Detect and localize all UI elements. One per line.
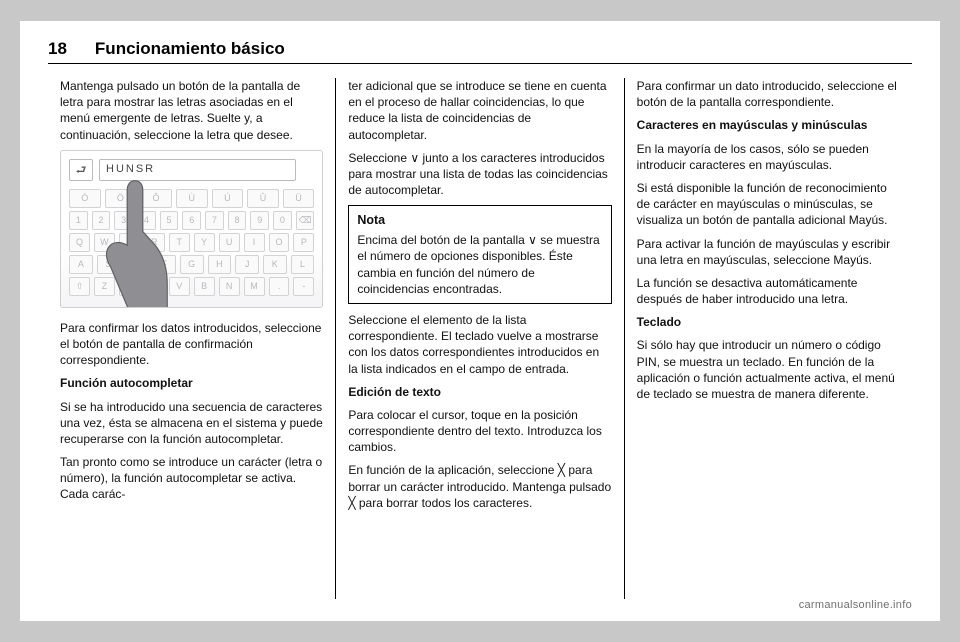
note-body: Encima del botón de la pantalla ∨ se mue… xyxy=(357,232,602,297)
key: - xyxy=(293,277,314,296)
key: . xyxy=(269,277,290,296)
note-text-a: Encima del botón de la pantalla xyxy=(357,233,528,247)
page-header: 18 Funcionamiento básico xyxy=(48,39,912,64)
chevron-down-icon: ∨ xyxy=(410,151,419,165)
c2-para-3: Seleccione el elemento de la lista corre… xyxy=(348,312,611,377)
page-number: 18 xyxy=(48,39,67,59)
back-icon: ⮐ xyxy=(69,159,93,181)
key: 9 xyxy=(250,211,269,230)
key: G xyxy=(180,255,204,274)
note-box: Nota Encima del botón de la pantalla ∨ s… xyxy=(348,205,611,304)
key-accent: Ü xyxy=(283,189,315,208)
key: P xyxy=(293,233,314,252)
key: J xyxy=(235,255,259,274)
c2-para-4: Para colocar el cursor, toque en la posi… xyxy=(348,407,611,456)
c1-para-4: Tan pronto como se introduce un carácter… xyxy=(60,454,323,503)
key: L xyxy=(291,255,315,274)
c2-para-1: ter adicional que se introduce se tiene … xyxy=(348,78,611,143)
key: M xyxy=(244,277,265,296)
key-backspace: ⌫ xyxy=(296,211,315,230)
c3-para-6: Si sólo hay que introducir un número o c… xyxy=(637,337,900,402)
key: N xyxy=(219,277,240,296)
key: 0 xyxy=(273,211,292,230)
keyboard-figure: ⮐ HUNSR Ó Ö Ô Ù Ú Û Ü 1 2 3 4 5 6 xyxy=(60,150,323,308)
c1-subhead-autocomplete: Función autocompletar xyxy=(60,375,323,391)
key-accent: Ú xyxy=(212,189,244,208)
key: A xyxy=(69,255,93,274)
key: B xyxy=(194,277,215,296)
key: O xyxy=(269,233,290,252)
c1-para-1: Mantenga pulsado un botón de la pantalla… xyxy=(60,78,323,143)
c3-para-5: La función se desactiva automáticamente … xyxy=(637,275,900,307)
content-columns: Mantenga pulsado un botón de la pantalla… xyxy=(48,78,912,599)
page-title: Funcionamiento básico xyxy=(95,39,285,59)
key: Y xyxy=(194,233,215,252)
key: I xyxy=(244,233,265,252)
c1-para-2: Para confirmar los datos introducidos, s… xyxy=(60,320,323,369)
chevron-down-icon: ∨ xyxy=(528,233,537,247)
key-accent: Û xyxy=(247,189,279,208)
key-accent: Ù xyxy=(176,189,208,208)
c2-subhead-edit: Edición de texto xyxy=(348,384,611,400)
c3-subhead-case: Caracteres en mayúsculas y minúsculas xyxy=(637,117,900,133)
key: H xyxy=(208,255,232,274)
key-shift: ⇧ xyxy=(69,277,90,296)
manual-page: 18 Funcionamiento básico Mantenga pulsad… xyxy=(20,21,940,621)
key: Q xyxy=(69,233,90,252)
c3-para-4: Para activar la función de mayúsculas y … xyxy=(637,236,900,268)
key: U xyxy=(219,233,240,252)
key: 6 xyxy=(182,211,201,230)
key: 7 xyxy=(205,211,224,230)
note-title: Nota xyxy=(357,212,602,229)
key: 8 xyxy=(228,211,247,230)
footer-source: carmanualsonline.info xyxy=(799,599,912,611)
c2-p2-text-a: Seleccione xyxy=(348,151,410,165)
key: K xyxy=(263,255,287,274)
c3-para-2: En la mayoría de los casos, sólo se pued… xyxy=(637,141,900,173)
column-1: Mantenga pulsado un botón de la pantalla… xyxy=(48,78,335,599)
column-2: ter adicional que se introduce se tiene … xyxy=(335,78,623,599)
column-3: Para confirmar un dato introducido, sele… xyxy=(624,78,912,599)
pointing-hand-icon xyxy=(91,175,179,308)
c3-para-1: Para confirmar un dato introducido, sele… xyxy=(637,78,900,110)
c2-para-2: Seleccione ∨ junto a los caracteres intr… xyxy=(348,150,611,199)
c1-para-3: Si se ha introducido una secuencia de ca… xyxy=(60,399,323,448)
c3-para-3: Si está disponible la función de reconoc… xyxy=(637,180,900,229)
c2-para-5: En función de la aplicación, seleccione … xyxy=(348,462,611,511)
c3-subhead-keyboard: Teclado xyxy=(637,314,900,330)
key: 1 xyxy=(69,211,88,230)
